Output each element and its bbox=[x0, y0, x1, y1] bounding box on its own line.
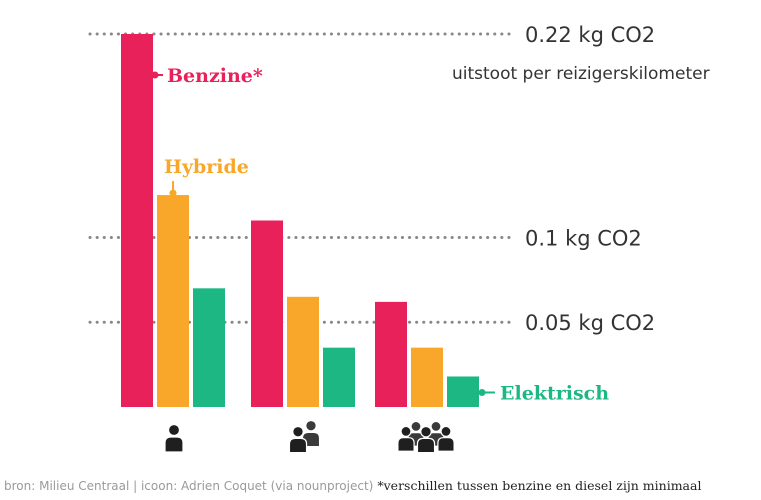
bars bbox=[121, 34, 479, 407]
label-dot-benzine bbox=[151, 71, 159, 79]
bar-elektrisch-0 bbox=[193, 288, 225, 407]
category-icons bbox=[164, 419, 455, 454]
chart-subtitle: uitstoot per reizigerskilometer bbox=[452, 64, 710, 84]
bar-elektrisch-2 bbox=[447, 376, 479, 407]
bar-hybride-1 bbox=[287, 296, 319, 407]
reference-label-1: 0.1 kg CO2 bbox=[525, 226, 642, 250]
reference-label-2: 0.05 kg CO2 bbox=[525, 311, 655, 335]
bar-benzine-1 bbox=[251, 220, 283, 407]
two-people-icon bbox=[288, 419, 321, 454]
series-label-hybride: Hybride bbox=[164, 156, 249, 178]
co2-bar-chart: 0.22 kg CO2 0.1 kg CO2 0.05 kg CO2 Benzine… bbox=[88, 23, 710, 454]
bar-elektrisch-1 bbox=[323, 347, 355, 407]
label-dot-hybride bbox=[169, 189, 177, 197]
label-dot-elektrisch bbox=[478, 388, 486, 396]
series-label-elektrisch: Elektrisch bbox=[500, 382, 609, 404]
bar-hybride-0 bbox=[157, 195, 189, 407]
footnote: *verschillen tussen benzine en diesel zi… bbox=[377, 478, 702, 493]
person-icon bbox=[164, 423, 184, 453]
source-credit: bron: Milieu Centraal | icoon: Adrien Co… bbox=[4, 479, 374, 493]
series-labels: Benzine* Hybride Elektrisch bbox=[151, 65, 609, 404]
footer: bron: Milieu Centraal | icoon: Adrien Co… bbox=[4, 477, 701, 495]
bar-benzine-2 bbox=[375, 301, 407, 407]
reference-label-0: 0.22 kg CO2 bbox=[525, 23, 655, 47]
series-label-benzine: Benzine* bbox=[167, 65, 263, 87]
bar-hybride-2 bbox=[411, 347, 443, 407]
bar-benzine-0 bbox=[121, 34, 153, 407]
group-icon bbox=[397, 420, 455, 454]
